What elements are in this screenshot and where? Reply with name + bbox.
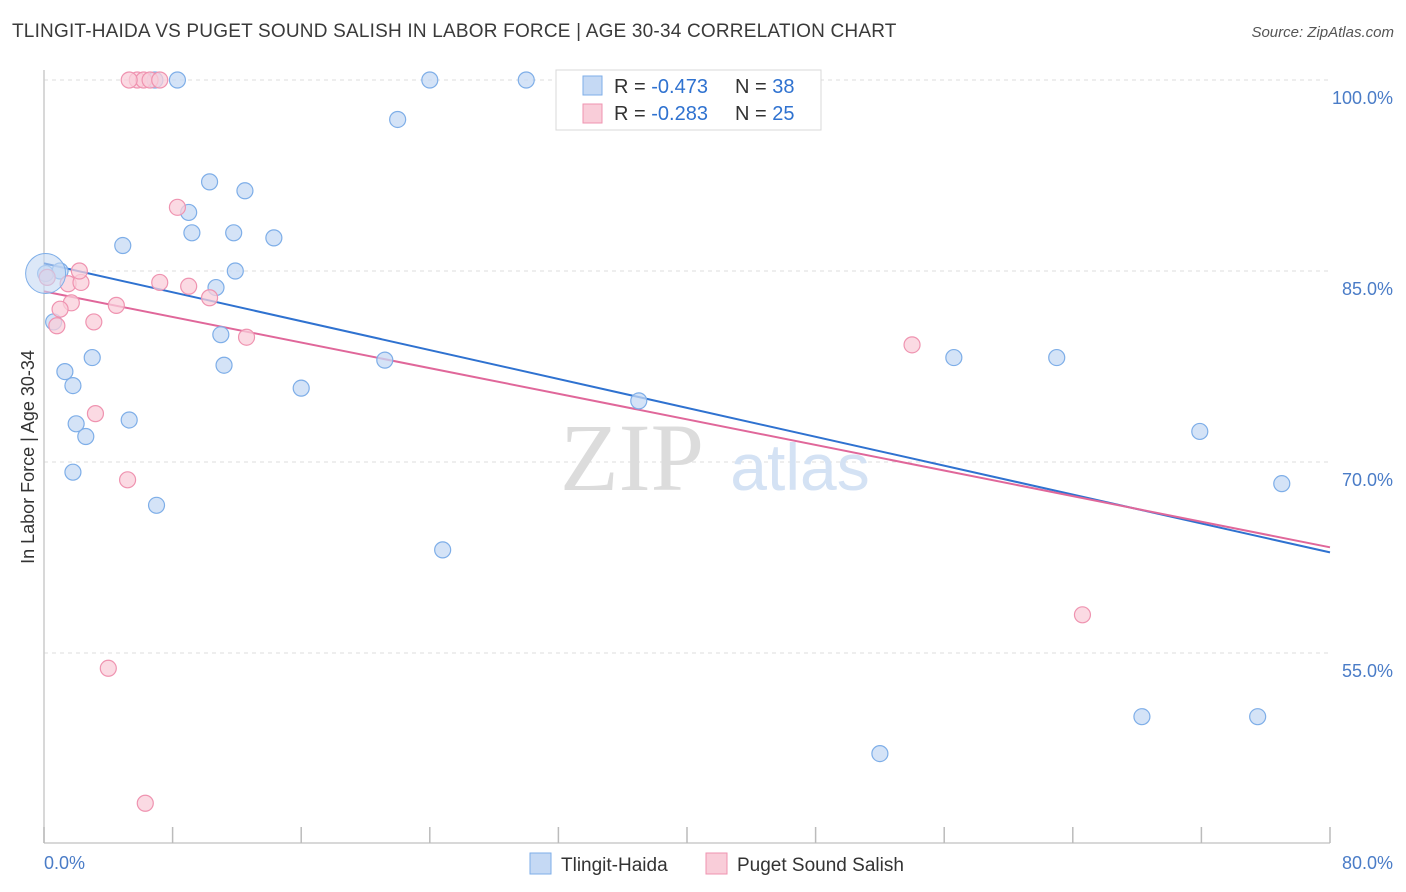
data-point bbox=[86, 405, 105, 423]
gridlines bbox=[44, 79, 1330, 654]
watermark-zip: ZIP bbox=[560, 404, 704, 511]
data-point bbox=[517, 71, 535, 89]
data-point bbox=[136, 794, 154, 812]
svg-text:N = 38: N = 38 bbox=[735, 76, 795, 98]
watermark: ZIP atlas bbox=[560, 404, 870, 511]
data-point bbox=[83, 348, 101, 367]
x-ticks bbox=[43, 827, 1331, 843]
trendline bbox=[43, 290, 1331, 549]
data-point bbox=[421, 71, 439, 89]
data-point bbox=[903, 336, 921, 354]
data-point bbox=[151, 71, 169, 89]
data-point bbox=[114, 236, 132, 255]
data-point bbox=[237, 328, 256, 346]
y-tick-label: 55.0% bbox=[1342, 661, 1393, 681]
legend-swatch-pink bbox=[582, 103, 603, 124]
data-point bbox=[434, 541, 452, 559]
legend-n-label-1: N = bbox=[735, 76, 772, 98]
data-point bbox=[118, 471, 137, 489]
legend-r-value-1: -0.473 bbox=[651, 76, 708, 98]
y-tick-label: 85.0% bbox=[1342, 279, 1393, 299]
series-legend-label-blue: Tlingit-Haida bbox=[561, 855, 668, 876]
data-point bbox=[147, 496, 166, 514]
data-point bbox=[226, 262, 244, 280]
data-point bbox=[67, 415, 85, 433]
legend-r-value-2: -0.283 bbox=[651, 103, 708, 125]
data-point bbox=[25, 253, 67, 295]
data-point bbox=[168, 71, 187, 89]
data-point bbox=[51, 300, 69, 318]
data-point bbox=[85, 313, 103, 331]
data-point bbox=[200, 173, 219, 191]
correlation-legend: R = -0.473 N = 38 R = -0.283 N = 25 bbox=[555, 69, 822, 131]
data-point bbox=[200, 289, 219, 307]
data-point bbox=[1249, 708, 1267, 726]
data-point bbox=[1273, 475, 1291, 493]
data-point bbox=[1191, 422, 1209, 441]
data-point bbox=[225, 224, 243, 242]
data-points bbox=[25, 71, 1291, 812]
data-point bbox=[265, 229, 283, 247]
data-point bbox=[48, 317, 66, 335]
data-point bbox=[99, 659, 117, 677]
data-point bbox=[77, 427, 95, 446]
data-point bbox=[183, 224, 201, 242]
series-legend-label-pink: Puget Sound Salish bbox=[737, 855, 904, 876]
y-tick-labels: 55.0% 70.0% 85.0% 100.0% bbox=[1332, 88, 1393, 681]
data-point bbox=[630, 392, 648, 410]
y-tick-label: 70.0% bbox=[1342, 470, 1393, 490]
data-point bbox=[120, 71, 138, 89]
series-legend-swatch-pink bbox=[705, 852, 728, 875]
series-legend: Tlingit-Haida Puget Sound Salish bbox=[529, 852, 904, 876]
svg-text:R = -0.473: R = -0.473 bbox=[614, 76, 708, 98]
series-legend-swatch-blue bbox=[529, 852, 552, 875]
trendlines bbox=[43, 262, 1331, 554]
y-tick-label: 100.0% bbox=[1332, 88, 1393, 108]
data-point bbox=[107, 296, 125, 314]
data-point bbox=[168, 198, 187, 216]
data-point bbox=[1048, 348, 1066, 367]
data-point bbox=[1133, 708, 1151, 726]
legend-r-label-2: R = bbox=[614, 103, 651, 125]
data-point bbox=[376, 351, 394, 369]
x-tick-label-min: 0.0% bbox=[44, 853, 85, 873]
x-tick-label-max: 80.0% bbox=[1342, 853, 1393, 873]
data-point bbox=[64, 463, 82, 481]
data-point bbox=[1073, 606, 1092, 624]
data-point bbox=[212, 326, 230, 344]
chart-title: TLINGIT-HAIDA VS PUGET SOUND SALISH IN L… bbox=[12, 21, 897, 42]
y-axis-title: In Labor Force | Age 30-34 bbox=[18, 350, 38, 564]
data-point bbox=[180, 277, 198, 295]
data-point bbox=[292, 379, 310, 397]
data-point bbox=[236, 182, 254, 200]
data-point bbox=[70, 262, 88, 280]
legend-n-value-1: 38 bbox=[772, 76, 794, 98]
data-point bbox=[151, 273, 169, 292]
svg-text:R = -0.283: R = -0.283 bbox=[614, 103, 708, 125]
svg-text:N = 25: N = 25 bbox=[735, 103, 795, 125]
legend-n-value-2: 25 bbox=[772, 103, 794, 125]
source-credit: Source: ZipAtlas.com bbox=[1251, 24, 1394, 41]
data-point bbox=[56, 362, 74, 381]
data-point bbox=[871, 744, 889, 763]
legend-r-label-1: R = bbox=[614, 76, 651, 98]
legend-n-label-2: N = bbox=[735, 103, 772, 125]
data-point bbox=[120, 411, 138, 429]
data-point bbox=[215, 356, 233, 374]
data-point bbox=[64, 377, 82, 395]
legend-swatch-blue bbox=[582, 75, 603, 96]
data-point bbox=[389, 110, 407, 129]
data-point bbox=[945, 348, 963, 367]
